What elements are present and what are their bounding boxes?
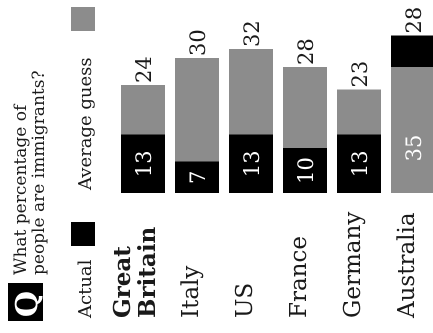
legend-label-guess: Average guess xyxy=(75,57,96,191)
value-label-guess-france: 28 xyxy=(294,38,318,65)
value-label-guess-germany: 23 xyxy=(348,61,372,88)
value-label-guess-italy: 30 xyxy=(186,29,210,56)
legend-swatch-guess xyxy=(71,7,95,31)
category-label-us: US xyxy=(232,283,258,318)
question-text: What percentage of people are immigrants… xyxy=(11,70,49,275)
question-line-2: people are immigrants? xyxy=(29,70,49,275)
legend-swatch-actual xyxy=(71,222,95,246)
category-label-italy: Italy xyxy=(178,266,204,318)
value-label-guess-australia: 28 xyxy=(402,7,426,34)
bar-actual-us xyxy=(229,134,273,193)
value-label-guess-us: 32 xyxy=(240,20,264,47)
bar-actual-france xyxy=(283,148,327,193)
category-label-germany: Germany xyxy=(340,212,366,318)
question-icon-letter: Q xyxy=(10,291,45,317)
question-line-1: What percentage of xyxy=(11,103,31,275)
category-label-great-britain: GreatBritain xyxy=(109,226,161,318)
chart-header: Q What percentage of people are immigran… xyxy=(8,70,49,321)
value-label-actual-great-britain: 13 xyxy=(132,150,156,177)
value-label-actual-australia: 35 xyxy=(402,135,426,162)
value-label-guess-great-britain: 24 xyxy=(132,56,156,83)
value-label-actual-france: 10 xyxy=(294,157,318,184)
bars: 13 24 GreatBritain 7 30 Italy 13 32 US 10 28 France… xyxy=(109,7,433,319)
legend-label-actual: Actual xyxy=(75,259,96,319)
legend: Actual Average guess xyxy=(71,7,96,319)
value-label-actual-germany: 13 xyxy=(348,150,372,177)
bar-actual-italy xyxy=(175,161,219,193)
bar-actual-great-britain xyxy=(121,134,165,193)
question-icon-box xyxy=(8,283,43,321)
bar-guess-australia xyxy=(391,67,433,193)
bar-actual-germany xyxy=(337,134,381,193)
category-label-australia: Australia xyxy=(394,212,420,319)
value-label-actual-italy: 7 xyxy=(186,171,210,184)
category-label-france: France xyxy=(286,236,312,318)
value-label-actual-us: 13 xyxy=(240,150,264,177)
